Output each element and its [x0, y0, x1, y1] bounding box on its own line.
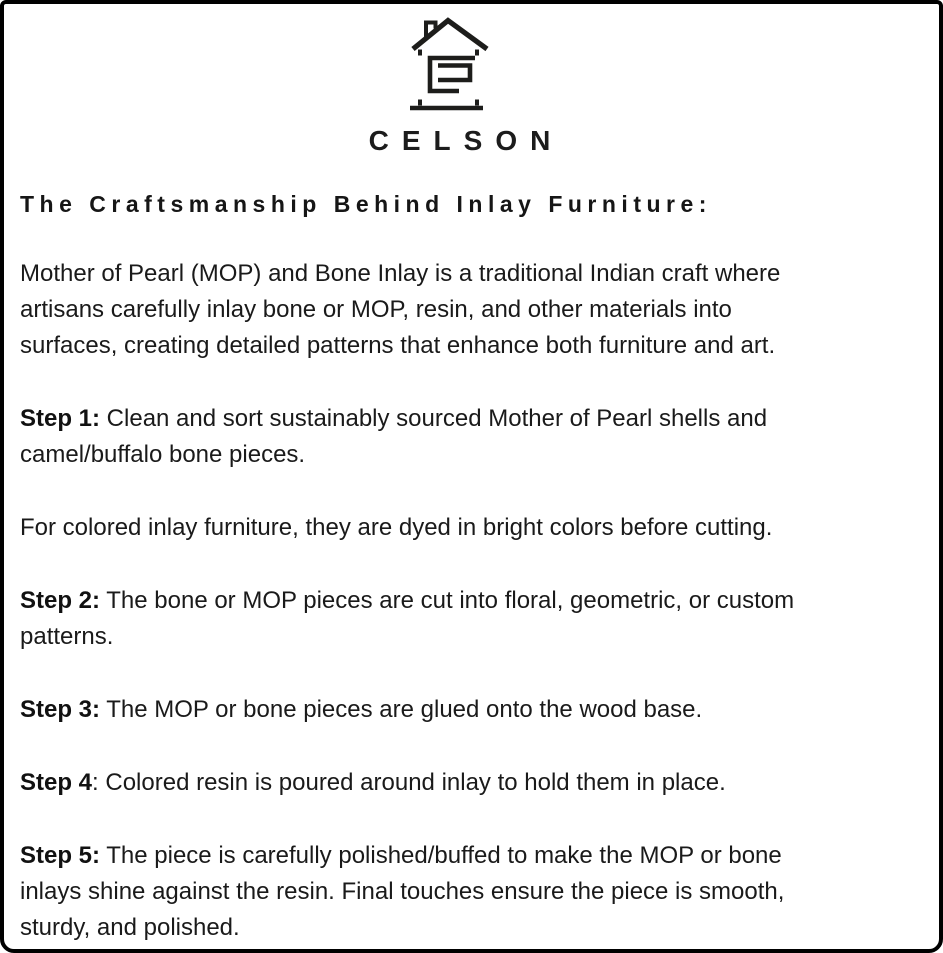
logo-monogram-inner-c — [437, 63, 472, 83]
step-2-label: Step 2: — [20, 587, 101, 614]
step-3-paragraph: Step 3: The MOP or bone pieces are glued… — [20, 692, 899, 728]
step-4-text: : Colored resin is poured around inlay t… — [92, 769, 726, 796]
step-3-text: The MOP or bone pieces are glued onto th… — [100, 696, 703, 723]
celson-house-logo-icon — [409, 17, 489, 111]
intro-paragraph: Mother of Pearl (MOP) and Bone Inlay is … — [20, 260, 781, 359]
brand-name: CELSON — [368, 125, 564, 156]
step-1-paragraph: Step 1: Clean and sort sustainably sourc… — [20, 401, 899, 473]
step-5-paragraph: Step 5: The piece is carefully polished/… — [20, 838, 899, 946]
coloring-note-paragraph: For colored inlay furniture, they are dy… — [20, 514, 773, 541]
logo-roof — [410, 17, 489, 52]
step-4-label: Step 4 — [20, 769, 93, 796]
logo-monogram-outer-c — [427, 55, 475, 94]
step-3-label: Step 3: — [20, 696, 101, 723]
step-5-text: The piece is carefully polished/buffed t… — [20, 842, 785, 941]
step-4-paragraph: Step 4: Colored resin is poured around i… — [20, 765, 899, 801]
step-2-text: The bone or MOP pieces are cut into flor… — [20, 587, 795, 650]
step-2-paragraph: Step 2: The bone or MOP pieces are cut i… — [20, 583, 899, 655]
step-5-label: Step 5: — [20, 842, 101, 869]
step-1-text: Clean and sort sustainably sourced Mothe… — [20, 405, 768, 468]
section-heading: The Craftsmanship Behind Inlay Furniture… — [20, 191, 712, 217]
logo-chimney — [423, 20, 437, 39]
step-1-label: Step 1: — [20, 405, 101, 432]
